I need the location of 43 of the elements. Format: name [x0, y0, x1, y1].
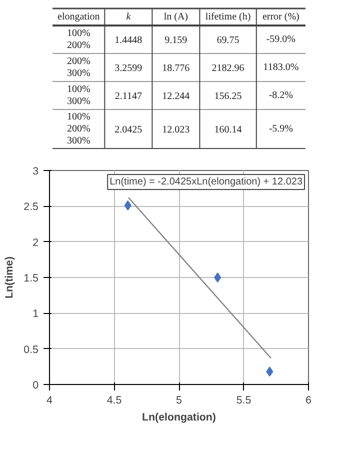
x-tick-label: 5.5 — [236, 394, 252, 406]
text: 3.2599 — [114, 63, 142, 74]
text: 100% 300% — [66, 84, 90, 108]
y-tick-label: 3 — [32, 166, 39, 178]
text: ln (A) — [164, 12, 188, 22]
text: 100% 200% 300% — [66, 111, 90, 147]
text: 69.75 — [216, 35, 240, 46]
y-tick-label: 2.5 — [24, 201, 39, 214]
x-tick-label: 4 — [46, 394, 53, 406]
x-axis-title: Ln(elongation) — [142, 412, 216, 424]
text: k — [126, 12, 132, 22]
text: -8.2% — [268, 90, 294, 101]
text: 156.25 — [214, 91, 242, 102]
y-tick-label: 1.5 — [24, 272, 39, 284]
text: 160.14 — [214, 124, 242, 136]
y-tick-label: 0.5 — [24, 344, 39, 356]
text: 200% 300% — [66, 56, 90, 80]
y-tick-label: 0 — [32, 380, 39, 392]
text: 2.0425 — [114, 124, 142, 136]
text: elongation — [58, 12, 100, 22]
text: error (%) — [262, 12, 300, 22]
text: -5.9% — [268, 124, 294, 134]
text: 2.1147 — [114, 91, 142, 102]
text: 12.023 — [162, 124, 190, 136]
y-axis-title: Ln(time) — [4, 256, 16, 299]
y-tick-label: 2 — [32, 236, 39, 249]
point — [214, 272, 222, 282]
x-tick-label: 4.5 — [106, 394, 122, 406]
text: 9.159 — [164, 35, 188, 46]
x-tick-label: 6 — [306, 394, 312, 406]
text: lifetime (h) — [205, 12, 251, 22]
x-tick-label: 5 — [176, 394, 182, 406]
text: 12.244 — [162, 91, 190, 102]
point — [266, 366, 274, 377]
annotation: Ln(time) = -2.0425xLn(elongation) + 12.023 — [110, 176, 303, 188]
text: 100% 200% — [66, 28, 90, 52]
text: 2182.96 — [212, 63, 244, 74]
text: 1183.0% — [263, 62, 299, 73]
text: -59.0% — [266, 34, 296, 45]
y-tick-label: 1 — [32, 308, 39, 320]
text: 1.4448 — [114, 35, 142, 46]
point — [124, 200, 132, 210]
text: 18.776 — [162, 63, 190, 74]
